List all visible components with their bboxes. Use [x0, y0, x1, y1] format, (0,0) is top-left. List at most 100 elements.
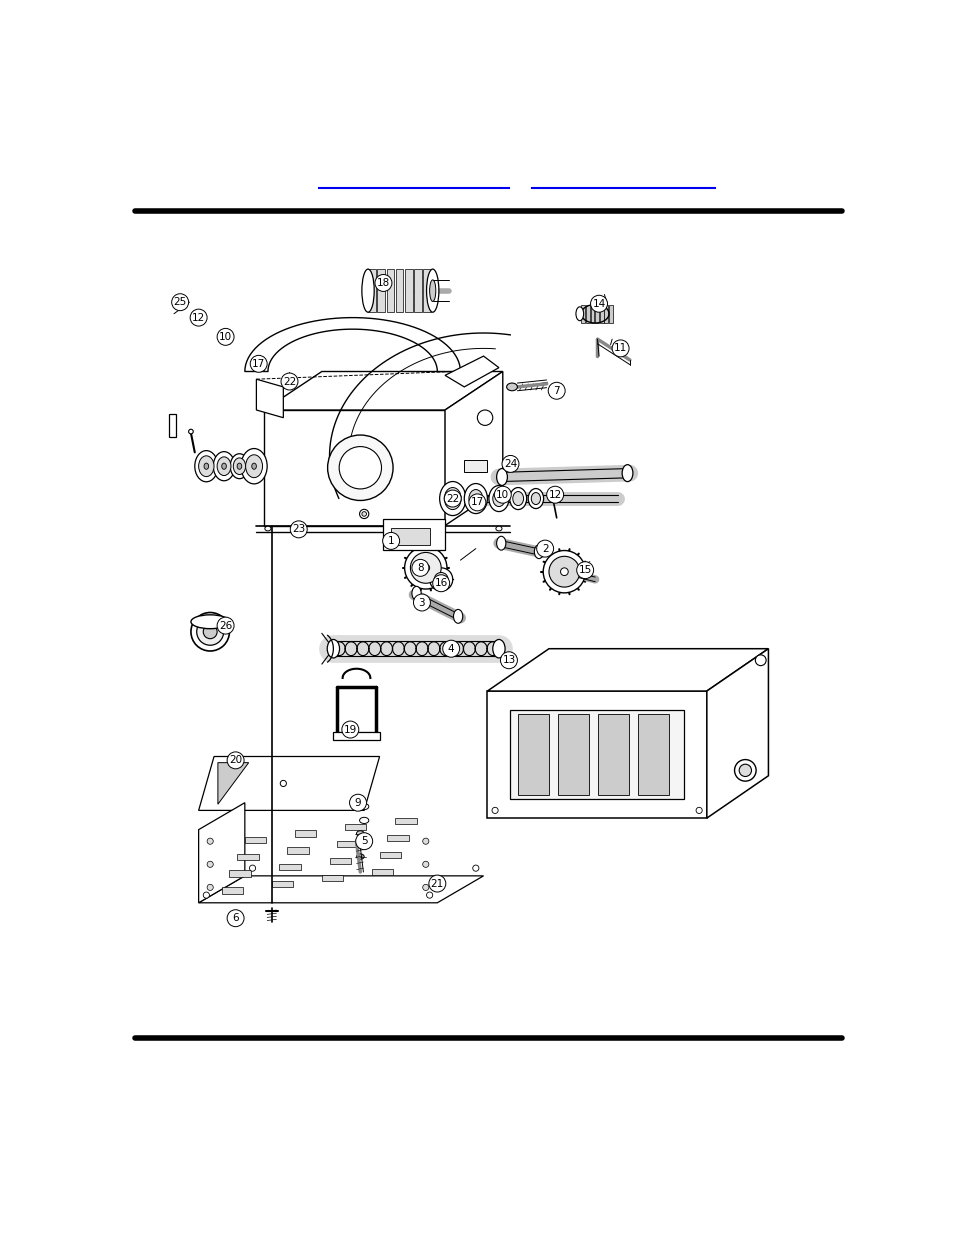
Ellipse shape [542, 551, 585, 593]
Text: 5: 5 [360, 836, 367, 846]
Text: 19: 19 [343, 725, 356, 735]
Ellipse shape [496, 526, 501, 531]
Ellipse shape [576, 306, 583, 321]
Bar [608, 305, 612, 324]
Text: 3: 3 [418, 598, 425, 608]
Circle shape [217, 618, 233, 634]
Ellipse shape [191, 613, 229, 651]
Bar [245, 836, 266, 842]
Bar [294, 830, 316, 836]
Ellipse shape [241, 448, 267, 484]
Bar [558, 714, 588, 795]
Ellipse shape [528, 489, 543, 509]
Ellipse shape [217, 457, 231, 475]
Bar [170, 414, 175, 437]
Circle shape [500, 652, 517, 668]
Ellipse shape [493, 490, 504, 506]
Bar [272, 882, 293, 888]
Circle shape [612, 340, 628, 357]
Polygon shape [256, 379, 283, 417]
Polygon shape [487, 692, 706, 818]
Ellipse shape [560, 568, 568, 576]
Bar [221, 888, 243, 894]
Ellipse shape [531, 493, 540, 505]
Text: 10: 10 [219, 332, 232, 342]
Ellipse shape [191, 615, 229, 629]
Ellipse shape [453, 609, 462, 624]
Bar [287, 847, 309, 853]
Circle shape [412, 559, 429, 577]
Bar [590, 305, 594, 324]
Ellipse shape [412, 587, 420, 600]
Ellipse shape [265, 526, 271, 531]
Ellipse shape [207, 884, 213, 890]
Ellipse shape [493, 640, 504, 658]
Polygon shape [264, 372, 502, 410]
Text: 22: 22 [283, 377, 295, 387]
Circle shape [494, 487, 511, 503]
Ellipse shape [327, 435, 393, 500]
Ellipse shape [203, 892, 210, 898]
Ellipse shape [550, 494, 555, 499]
Ellipse shape [497, 536, 505, 550]
Bar [604, 305, 608, 324]
Ellipse shape [356, 853, 364, 860]
Bar [517, 714, 548, 795]
Ellipse shape [473, 864, 478, 871]
Circle shape [413, 594, 430, 611]
Text: 26: 26 [219, 621, 232, 631]
Ellipse shape [207, 839, 213, 845]
Ellipse shape [280, 781, 286, 787]
Text: 7: 7 [553, 385, 559, 395]
Polygon shape [198, 876, 483, 903]
Ellipse shape [426, 892, 433, 898]
Ellipse shape [327, 640, 339, 658]
Circle shape [217, 329, 233, 346]
Polygon shape [487, 648, 767, 692]
Ellipse shape [359, 509, 369, 519]
Bar [229, 871, 251, 877]
Ellipse shape [233, 458, 245, 474]
Ellipse shape [359, 818, 369, 824]
Ellipse shape [245, 454, 262, 478]
Ellipse shape [755, 655, 765, 666]
Ellipse shape [734, 760, 756, 782]
Bar [585, 305, 589, 324]
Bar [387, 835, 409, 841]
Ellipse shape [230, 453, 249, 479]
Text: 6: 6 [232, 913, 238, 924]
Text: 2: 2 [541, 543, 548, 553]
Ellipse shape [506, 383, 517, 390]
Circle shape [590, 295, 607, 312]
Ellipse shape [696, 808, 701, 814]
Ellipse shape [356, 842, 364, 847]
Circle shape [227, 752, 244, 769]
Ellipse shape [513, 492, 523, 505]
Ellipse shape [488, 485, 508, 511]
Polygon shape [368, 269, 375, 312]
Bar [372, 869, 393, 876]
Text: 18: 18 [376, 278, 390, 288]
Circle shape [281, 373, 297, 390]
Polygon shape [264, 410, 444, 526]
Circle shape [355, 832, 373, 850]
Polygon shape [414, 269, 421, 312]
Bar [638, 714, 668, 795]
Ellipse shape [469, 489, 482, 508]
Text: 20: 20 [229, 756, 242, 766]
Ellipse shape [548, 556, 579, 587]
Text: 16: 16 [435, 578, 447, 588]
Ellipse shape [439, 482, 465, 515]
Ellipse shape [194, 451, 217, 482]
Bar [383, 520, 444, 550]
Ellipse shape [429, 280, 436, 301]
Bar [599, 305, 603, 324]
Polygon shape [198, 803, 245, 903]
Bar [391, 527, 429, 545]
Bar [464, 461, 487, 472]
Ellipse shape [196, 619, 223, 645]
Ellipse shape [237, 463, 241, 469]
Ellipse shape [198, 456, 213, 477]
Circle shape [375, 274, 392, 291]
Text: 17: 17 [470, 498, 483, 508]
